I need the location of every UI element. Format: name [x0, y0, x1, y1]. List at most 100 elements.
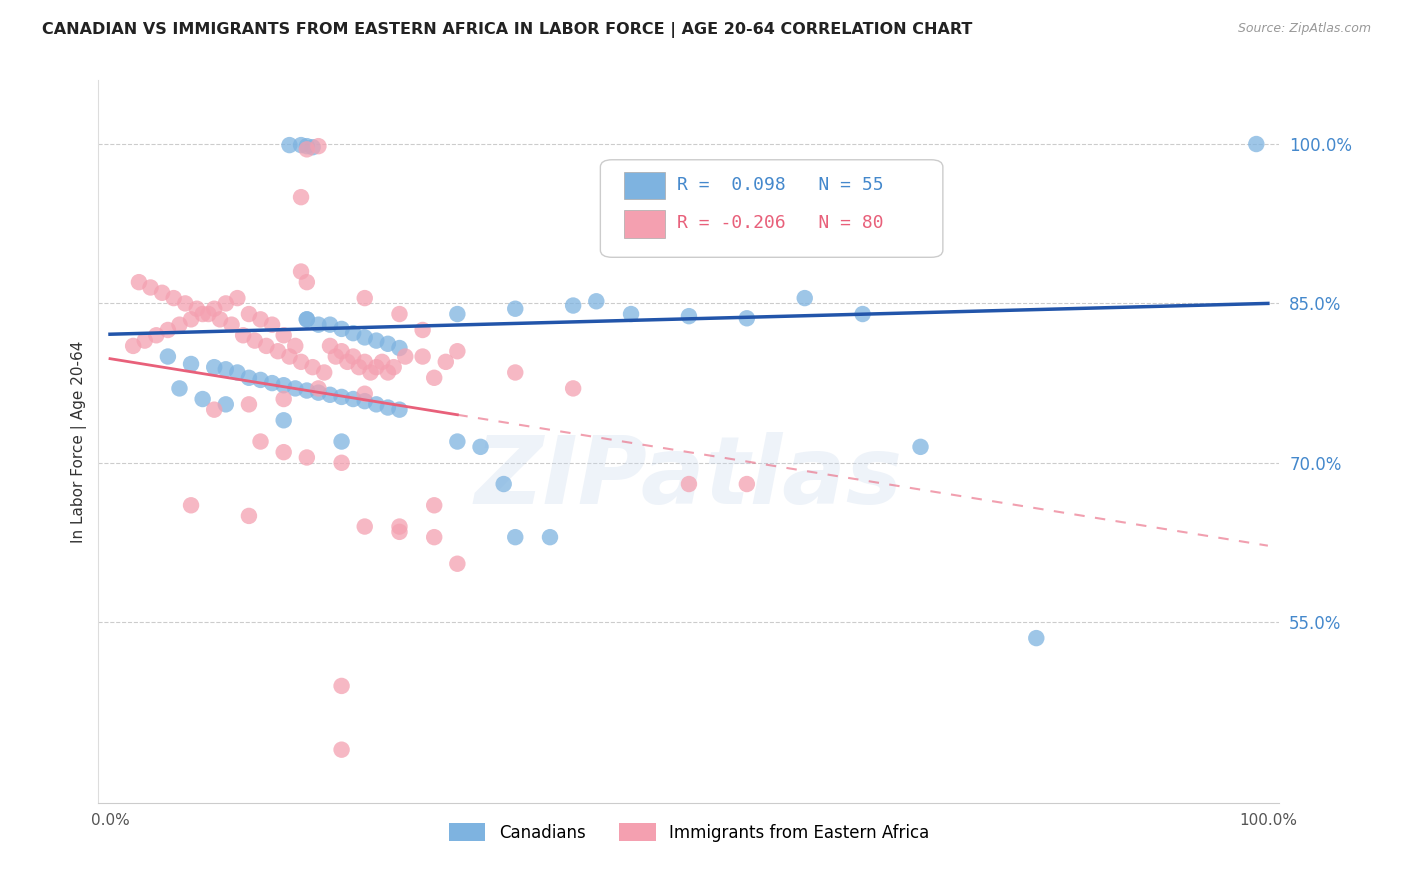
Point — [284, 339, 307, 353]
Point — [273, 413, 295, 427]
Point — [290, 190, 312, 204]
Point — [793, 291, 815, 305]
Point — [377, 336, 399, 351]
Point — [371, 355, 394, 369]
Point — [278, 350, 301, 364]
Point — [1025, 631, 1047, 645]
Point — [330, 456, 353, 470]
Point — [290, 355, 312, 369]
Point — [353, 519, 375, 533]
Point — [503, 366, 526, 380]
Point — [307, 318, 329, 332]
Point — [226, 291, 249, 305]
Point — [295, 384, 318, 398]
Point — [307, 385, 329, 400]
Point — [388, 402, 411, 417]
Text: ZIPatlas: ZIPatlas — [475, 432, 903, 524]
Point — [412, 350, 434, 364]
Point — [273, 328, 295, 343]
Point — [377, 401, 399, 415]
Point — [284, 381, 307, 395]
Point — [503, 530, 526, 544]
Point — [394, 350, 416, 364]
Point — [446, 434, 468, 449]
Point — [1246, 136, 1268, 151]
Point — [735, 311, 758, 326]
Point — [388, 341, 411, 355]
Point — [678, 309, 700, 323]
Point — [295, 312, 318, 326]
Point — [342, 392, 364, 406]
Point — [434, 355, 457, 369]
Text: R =  0.098   N = 55: R = 0.098 N = 55 — [678, 177, 884, 194]
Point — [423, 371, 446, 385]
Point — [492, 477, 515, 491]
Point — [273, 378, 295, 392]
Point — [347, 360, 370, 375]
Point — [278, 138, 301, 153]
Point — [215, 296, 238, 310]
Point — [301, 140, 323, 154]
Point — [562, 381, 585, 395]
Point — [128, 275, 150, 289]
Point — [122, 339, 145, 353]
Point — [319, 339, 342, 353]
Point — [353, 355, 375, 369]
Point — [585, 294, 607, 309]
Point — [243, 334, 266, 348]
Point — [562, 299, 585, 313]
Point — [301, 360, 323, 375]
Point — [180, 312, 202, 326]
Point — [330, 434, 353, 449]
Point — [295, 142, 318, 156]
Point — [139, 280, 162, 294]
Point — [735, 477, 758, 491]
Point — [202, 360, 225, 375]
Point — [290, 264, 312, 278]
Point — [156, 350, 179, 364]
Point — [377, 366, 399, 380]
Point — [191, 307, 214, 321]
Point — [319, 318, 342, 332]
Point — [412, 323, 434, 337]
Point — [232, 328, 254, 343]
Point — [470, 440, 492, 454]
Point — [678, 477, 700, 491]
FancyBboxPatch shape — [600, 160, 943, 257]
Point — [423, 498, 446, 512]
Point — [249, 373, 271, 387]
Point — [226, 366, 249, 380]
Point — [186, 301, 208, 316]
Point — [330, 390, 353, 404]
Point — [191, 392, 214, 406]
FancyBboxPatch shape — [624, 172, 665, 200]
Point — [169, 381, 191, 395]
Point — [910, 440, 932, 454]
Point — [262, 376, 284, 390]
Point — [273, 392, 295, 406]
Point — [325, 350, 347, 364]
Point — [360, 366, 382, 380]
Legend: Canadians, Immigrants from Eastern Africa: Canadians, Immigrants from Eastern Afric… — [441, 817, 936, 848]
Point — [273, 445, 295, 459]
Point — [215, 362, 238, 376]
Point — [145, 328, 167, 343]
Point — [446, 307, 468, 321]
Point — [238, 307, 260, 321]
Text: CANADIAN VS IMMIGRANTS FROM EASTERN AFRICA IN LABOR FORCE | AGE 20-64 CORRELATIO: CANADIAN VS IMMIGRANTS FROM EASTERN AFRI… — [42, 22, 973, 38]
Point — [267, 344, 290, 359]
Point — [307, 381, 329, 395]
FancyBboxPatch shape — [624, 211, 665, 238]
Point — [423, 530, 446, 544]
Point — [249, 434, 271, 449]
Point — [238, 371, 260, 385]
Point — [202, 402, 225, 417]
Point — [366, 360, 388, 375]
Point — [446, 344, 468, 359]
Point — [295, 450, 318, 465]
Point — [353, 330, 375, 344]
Point — [134, 334, 156, 348]
Point — [342, 326, 364, 341]
Point — [262, 318, 284, 332]
Point — [382, 360, 405, 375]
